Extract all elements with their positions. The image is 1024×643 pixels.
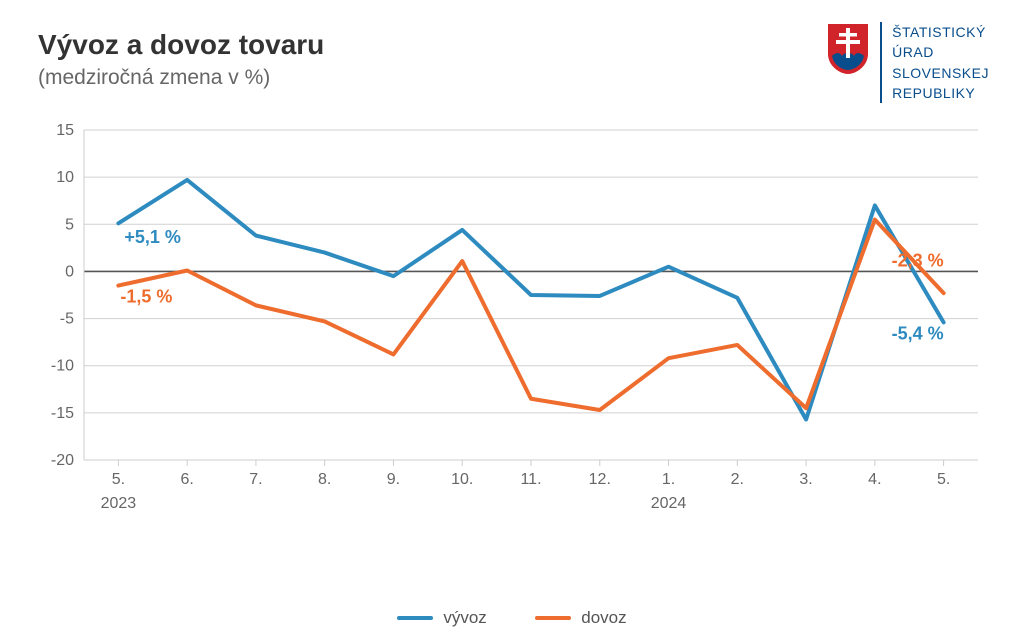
legend-item-dovoz: dovoz [535, 608, 626, 628]
svg-text:5.: 5. [112, 471, 125, 488]
chart-header: Vývoz a dovoz tovaru (medziročná zmena v… [38, 28, 324, 90]
svg-text:2023: 2023 [101, 495, 137, 512]
chart-legend: vývoz dovoz [0, 607, 1024, 628]
svg-text:11.: 11. [520, 471, 541, 488]
svg-text:-1,5 %: -1,5 % [120, 287, 172, 307]
shield-icon [826, 22, 870, 76]
svg-text:5: 5 [65, 216, 74, 233]
svg-text:+5,1 %: +5,1 % [124, 227, 181, 247]
svg-text:10: 10 [56, 169, 74, 186]
svg-text:4.: 4. [868, 471, 881, 488]
svg-text:-15: -15 [51, 405, 74, 422]
logo: ŠTATISTICKÝ ÚRAD SLOVENSKEJ REPUBLIKY [826, 22, 989, 103]
legend-item-vyvoz: vývoz [397, 608, 486, 628]
svg-text:2024: 2024 [651, 495, 687, 512]
logo-line-2: ÚRAD [892, 42, 989, 62]
logo-text: ŠTATISTICKÝ ÚRAD SLOVENSKEJ REPUBLIKY [880, 22, 989, 103]
chart-subtitle: (medziročná zmena v %) [38, 66, 324, 90]
svg-text:10.: 10. [451, 471, 473, 488]
chart-title: Vývoz a dovoz tovaru [38, 28, 324, 62]
svg-text:6.: 6. [180, 471, 193, 488]
svg-text:12.: 12. [589, 471, 611, 488]
svg-text:0: 0 [65, 263, 74, 280]
logo-line-1: ŠTATISTICKÝ [892, 22, 989, 42]
logo-line-4: REPUBLIKY [892, 83, 989, 103]
svg-text:7.: 7. [249, 471, 262, 488]
svg-text:-10: -10 [51, 358, 74, 375]
legend-label-dovoz: dovoz [581, 608, 626, 628]
svg-text:8.: 8. [318, 471, 331, 488]
svg-text:-5,4 %: -5,4 % [892, 323, 944, 343]
logo-line-3: SLOVENSKEJ [892, 63, 989, 83]
legend-swatch-vyvoz [397, 616, 433, 620]
svg-text:9.: 9. [387, 471, 400, 488]
svg-text:-2,3 %: -2,3 % [892, 251, 944, 271]
svg-text:1.: 1. [662, 471, 675, 488]
chart-area: -20 -15 -10 -5 0 5 10 15 5. 6. 7. 8. 9. 10. 11. 12. 1. 2.… [38, 120, 986, 550]
svg-text:-5: -5 [60, 311, 74, 328]
svg-text:5.: 5. [937, 471, 950, 488]
svg-text:15: 15 [56, 122, 74, 139]
svg-text:3.: 3. [799, 471, 812, 488]
line-chart: -20 -15 -10 -5 0 5 10 15 5. 6. 7. 8. 9. 10. 11. 12. 1. 2.… [38, 120, 986, 550]
legend-swatch-dovoz [535, 616, 571, 620]
legend-label-vyvoz: vývoz [443, 608, 486, 628]
svg-text:-20: -20 [51, 452, 74, 469]
svg-text:2.: 2. [731, 471, 744, 488]
